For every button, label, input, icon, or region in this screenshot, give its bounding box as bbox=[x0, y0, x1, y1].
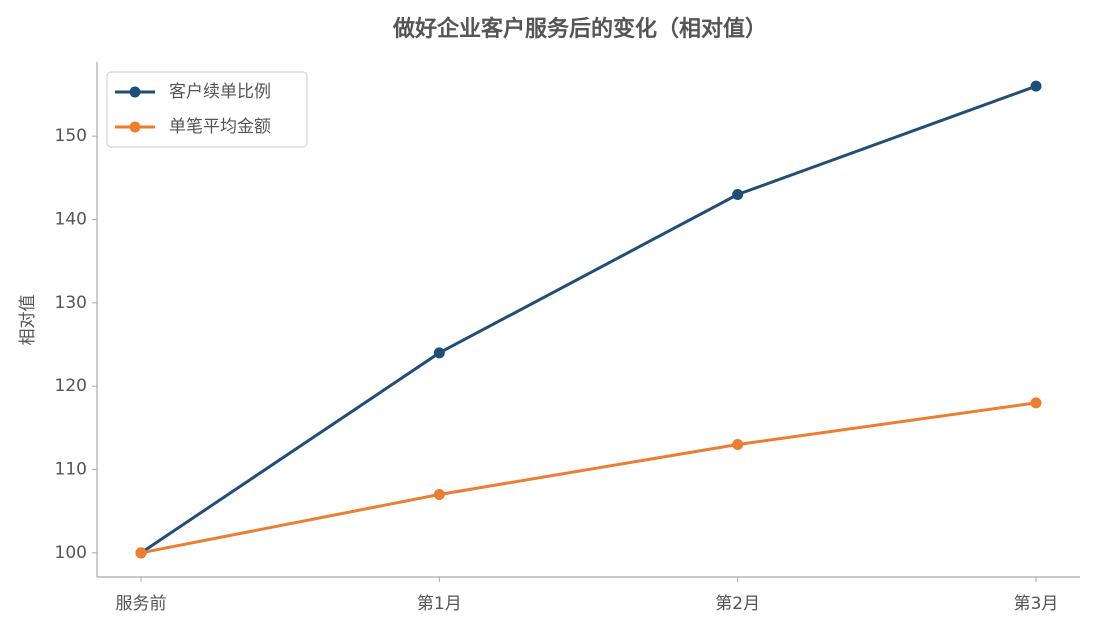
point bbox=[732, 439, 744, 450]
y-tick-label: 150 bbox=[55, 126, 87, 146]
legend-label: 单笔平均金额 bbox=[169, 117, 271, 137]
x-tick-label: 第2月 bbox=[715, 594, 760, 614]
y-axis-label: 相对值 bbox=[18, 295, 38, 346]
point bbox=[433, 489, 445, 500]
legend-marker bbox=[129, 86, 141, 98]
y-tick-label: 100 bbox=[55, 543, 87, 563]
chart-title: 做好企业客户服务后的变化（相对值） bbox=[392, 16, 767, 42]
series-line bbox=[140, 84, 1037, 555]
y-tick-label: 130 bbox=[55, 293, 87, 313]
y-tick-label: 120 bbox=[55, 376, 87, 396]
point bbox=[732, 189, 744, 200]
x-tick-label: 第1月 bbox=[417, 594, 462, 614]
y-tick-label: 110 bbox=[55, 460, 87, 480]
point bbox=[135, 547, 147, 559]
x-tick-label: 服务前 bbox=[116, 594, 167, 614]
point bbox=[433, 347, 445, 359]
point bbox=[1030, 80, 1042, 92]
series-line bbox=[140, 401, 1037, 555]
legend-marker bbox=[129, 121, 141, 133]
legend-label: 客户续单比例 bbox=[169, 82, 271, 102]
point bbox=[1030, 397, 1042, 409]
y-tick-label: 140 bbox=[55, 210, 87, 230]
x-tick-label: 第3月 bbox=[1014, 594, 1059, 614]
legend-box bbox=[106, 71, 308, 148]
